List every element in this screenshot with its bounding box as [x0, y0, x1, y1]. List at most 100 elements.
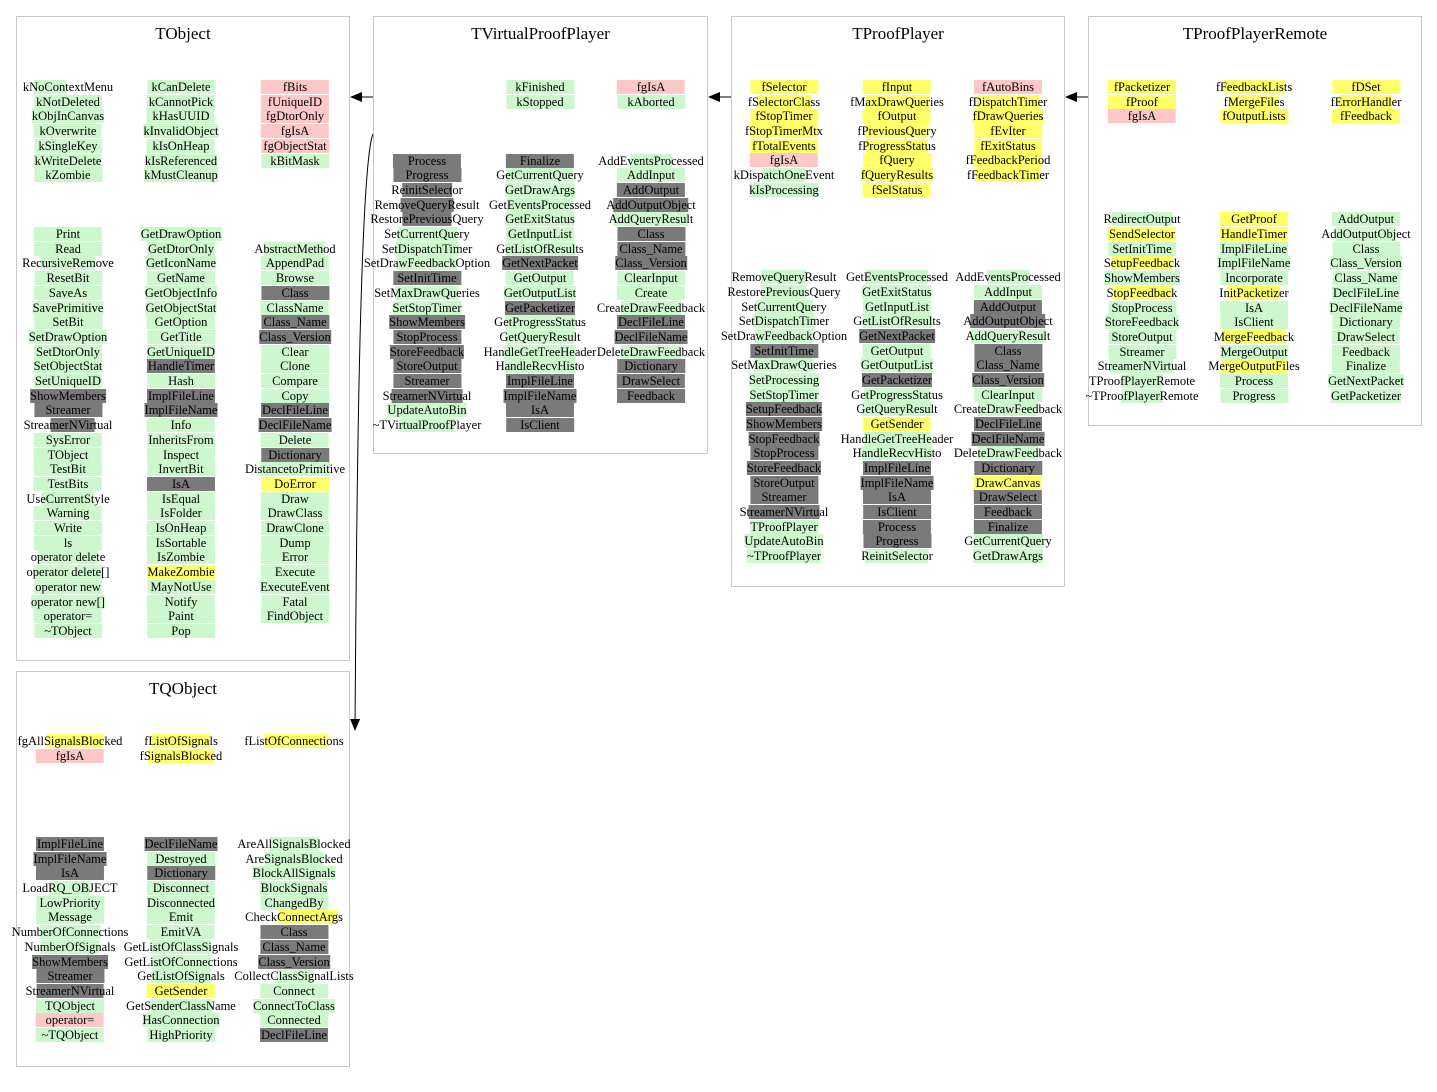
member-highlight — [147, 506, 216, 521]
member-highlight — [36, 910, 104, 925]
member-text: GetExitStatus — [862, 285, 932, 300]
member-highlight — [860, 475, 934, 490]
member-text: Connect — [273, 983, 315, 998]
member-text: ImplFileLine — [864, 460, 930, 475]
member-text: StreamerNVirtual — [25, 983, 115, 998]
member-highlight — [748, 504, 820, 519]
member-highlight — [1220, 241, 1288, 256]
member-text: Copy — [281, 388, 309, 403]
member-highlight — [261, 550, 329, 565]
member-fselectorclass: fSelectorClass — [748, 94, 820, 109]
member-highlight — [1104, 271, 1180, 286]
member-highlight — [393, 374, 461, 388]
member-text: CheckConnectArgs — [245, 910, 343, 925]
member-highlight — [862, 285, 932, 300]
member-knocontextmenu: kNoContextMenu — [23, 80, 113, 94]
member-highlight — [504, 359, 576, 374]
member-highlight — [748, 431, 820, 446]
member-highlight — [1220, 300, 1288, 315]
member-declfilename: DeclFileName — [614, 329, 688, 344]
member-text: RecursiveRemove — [22, 256, 114, 271]
member-highlight — [977, 402, 1039, 417]
member-highlight — [261, 565, 330, 580]
member-isa: IsA — [1220, 300, 1288, 315]
member-highlight — [1339, 94, 1393, 109]
member-ffeedbacktimer: fFeedbackTimer — [967, 167, 1049, 182]
member-createdrawfeedback: CreateDrawFeedback — [954, 402, 1062, 417]
member-text: ~TObject — [44, 623, 92, 638]
member-highlight — [617, 227, 685, 241]
member-highlight — [269, 836, 319, 851]
member-text: IsClient — [520, 418, 560, 433]
member-text: GetNextPacket — [502, 256, 578, 271]
member-text: ShowMembers — [32, 954, 108, 969]
member-text: IsClient — [1234, 315, 1274, 330]
member-implfilename: ImplFileName — [503, 388, 577, 403]
member-highlight — [36, 1013, 105, 1028]
member-highlight — [504, 300, 576, 315]
member-highlight — [617, 359, 685, 374]
class-title: TVirtualProofPlayer — [471, 24, 610, 43]
member-text: SetDrawFeedbackOption — [363, 256, 491, 271]
member-highlight — [147, 138, 215, 153]
member-highlight — [36, 969, 104, 984]
member-text: kStopped — [516, 94, 564, 109]
member-text: HandleGetTreeHeader — [840, 431, 954, 446]
member-text: GetListOfClassSignals — [123, 939, 239, 954]
member-text: TestBits — [47, 476, 89, 491]
member-text: fgDtorOnly — [265, 109, 325, 124]
member-text: NumberOfConnections — [11, 925, 129, 940]
member-text: SetObjectStat — [33, 359, 103, 374]
member-highlight — [746, 548, 822, 563]
member-highlight — [147, 315, 215, 330]
member-highlight — [506, 94, 575, 109]
member-browse: Browse — [261, 271, 330, 286]
member-fquery: fQuery — [863, 153, 931, 168]
member-text: RestorePreviousQuery — [727, 285, 841, 300]
member-getlistofresults: GetListOfResults — [496, 241, 584, 256]
member-streamer: Streamer — [34, 403, 102, 418]
member-text: SetDrawFeedbackOption — [720, 329, 848, 344]
member-text: Clone — [280, 359, 310, 374]
member-text: kDispatchOneEvent — [733, 167, 835, 182]
member-text: kNotDeleted — [36, 94, 100, 109]
member-highlight — [147, 866, 215, 881]
member-removequeryresult: RemoveQueryResult — [732, 270, 836, 285]
member-highlight — [261, 285, 329, 300]
member-text: SetupFeedback — [1103, 256, 1181, 271]
member-highlight — [261, 94, 329, 109]
member-text: Dictionary — [624, 359, 678, 374]
class-title: TObject — [155, 24, 211, 43]
member-appendpad: AppendPad — [261, 256, 330, 271]
member-highlight — [261, 476, 329, 491]
member-text: DeclFileName — [144, 836, 218, 851]
member-gettitle: GetTitle — [147, 329, 215, 344]
member-highlight — [40, 939, 100, 954]
member-highlight — [36, 748, 104, 763]
member-text: GetInputList — [508, 227, 572, 241]
member-text: GetSender — [154, 983, 208, 998]
member-highlight — [863, 416, 932, 431]
member-highlight — [259, 329, 331, 344]
member-text: Class_Version — [258, 954, 330, 969]
member-text: Class_Version — [615, 256, 687, 271]
member-text: SetUniqueID — [35, 374, 101, 388]
member-storeoutput: StoreOutput — [1108, 329, 1177, 344]
member-drawcanvas: DrawCanvas — [974, 475, 1043, 490]
member-ftotalevents: fTotalEvents — [750, 138, 819, 153]
member-fexitstatus: fExitStatus — [974, 138, 1042, 153]
member-highlight — [34, 579, 103, 594]
member-tobject: ~TObject — [34, 623, 102, 638]
member-setdtoronly: SetDtorOnly — [34, 344, 103, 359]
member-text: GetObjectInfo — [144, 285, 218, 300]
member-feviter: fEvIter — [974, 123, 1042, 138]
member-highlight — [1227, 285, 1281, 300]
member-highlight — [617, 315, 686, 330]
member-declfileline: DeclFileLine — [1332, 285, 1401, 300]
member-error: Error — [261, 550, 329, 565]
member-class: Class — [617, 227, 685, 241]
member-highlight — [145, 300, 217, 315]
member-highlight — [144, 403, 218, 418]
member-highlight — [260, 1028, 329, 1042]
member-highlight — [34, 447, 103, 462]
